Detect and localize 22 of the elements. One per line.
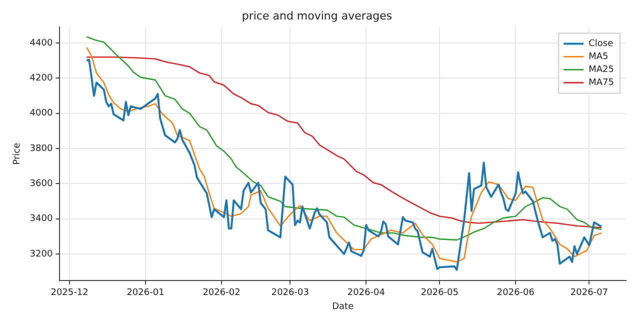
x-tick-label: 2026-06: [496, 288, 535, 298]
x-tick-label: 2025-12: [50, 288, 88, 298]
x-tick-label: 2026-04: [347, 288, 386, 298]
y-tick-label: 3800: [30, 144, 53, 154]
x-tick-label: 2026-01: [126, 288, 164, 298]
x-tick-label: 2026-05: [420, 288, 458, 298]
chart-title: price and moving averages: [242, 9, 392, 22]
legend-label: MA75: [588, 78, 614, 88]
y-tick-label: 3600: [30, 179, 53, 190]
y-tick-label: 3400: [30, 214, 53, 224]
y-tick-label: 4200: [30, 74, 53, 84]
legend-label: Close: [588, 39, 614, 50]
legend-label: MA25: [588, 65, 614, 76]
y-tick-label: 4000: [30, 108, 53, 119]
x-tick-label: 2026-07: [570, 288, 608, 298]
x-tick-label: 2026-03: [271, 288, 309, 298]
y-tick-label: 3200: [30, 249, 53, 260]
x-axis-title: Date: [332, 302, 354, 312]
y-tick-label: 4400: [30, 38, 53, 48]
x-tick-label: 2026-02: [202, 288, 240, 298]
y-axis-title: Price: [12, 142, 23, 165]
legend-label: MA5: [588, 52, 608, 62]
